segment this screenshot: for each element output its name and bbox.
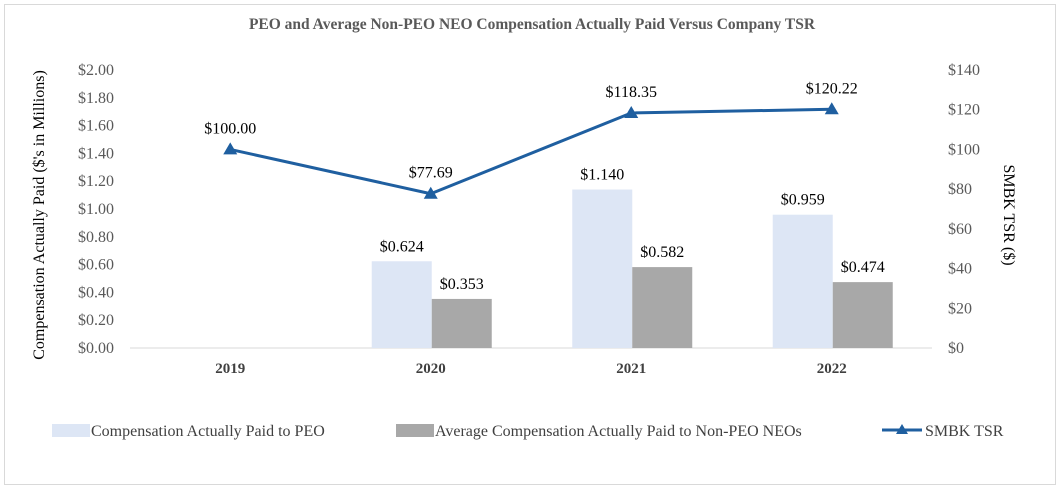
tsr-line (229, 107, 832, 196)
bar-neo (431, 298, 492, 348)
bar-neo (632, 267, 693, 348)
legend-swatch-neo (396, 424, 434, 437)
right-tick-label: $100 (948, 141, 980, 158)
right-tick-label: $0 (948, 340, 964, 357)
left-tick-label: $0.80 (78, 229, 114, 246)
bar-peo (572, 189, 633, 348)
left-tick-label: $0.00 (78, 340, 114, 357)
left-tick-label: $0.20 (78, 312, 114, 329)
tsr-label: $100.00 (204, 120, 256, 137)
tsr-label: $120.22 (806, 80, 858, 97)
legend-label-tsr: SMBK TSR (925, 423, 1004, 440)
bar-neo-label: $0.474 (841, 259, 885, 276)
category-label: 2022 (817, 361, 847, 377)
left-axis-ticks: $0.00 $0.20 $0.40 $0.60 $0.80 $1.00 $1.20 $1.40… (78, 62, 114, 357)
legend-item-neo: Average Compensation Actually Paid to No… (396, 423, 802, 440)
right-tick-label: $140 (948, 62, 980, 79)
legend-label-neo: Average Compensation Actually Paid to No… (435, 423, 802, 440)
category-axis: 2019 2020 2021 2022 (215, 361, 847, 377)
right-tick-label: $80 (948, 181, 972, 198)
right-tick-label: $60 (948, 221, 972, 238)
legend-label-peo: Compensation Actually Paid to PEO (91, 423, 325, 440)
bar-peo (371, 261, 432, 348)
left-tick-label: $1.40 (78, 145, 114, 162)
left-tick-label: $1.80 (78, 90, 114, 107)
right-axis-ticks: $0 $20 $40 $60 $80 $100 $120 $140 (948, 62, 980, 357)
left-tick-label: $0.60 (78, 257, 114, 274)
left-tick-label: $1.20 (78, 173, 114, 190)
left-tick-label: $1.00 (78, 201, 114, 218)
category-label: 2020 (416, 361, 446, 377)
right-axis-title: SMBK TSR ($) (1000, 164, 1017, 265)
plot-area: $0.624 $1.140 $0.959 $0.353 $0.582 $0.474 $100… (130, 80, 932, 349)
bar-peo-label: $0.959 (781, 192, 825, 209)
tsr-label: $118.35 (606, 84, 657, 101)
tsr-label: $77.69 (409, 165, 453, 182)
left-tick-label: $2.00 (78, 62, 114, 79)
right-tick-label: $20 (948, 300, 972, 317)
bar-peo-label: $1.140 (580, 167, 624, 184)
bar-neo-label: $0.353 (440, 276, 484, 293)
left-axis-title: Compensation Actually Paid ($'s in Milli… (31, 70, 48, 360)
category-label: 2019 (215, 361, 245, 377)
chart-title: PEO and Average Non-PEO NEO Compensation… (249, 16, 816, 33)
bar-peo (772, 214, 833, 348)
legend-item-tsr: SMBK TSR (882, 423, 1004, 440)
legend-swatch-peo (52, 424, 90, 437)
bar-peo-label: $0.624 (380, 238, 424, 255)
category-label: 2021 (616, 361, 646, 377)
right-tick-label: $120 (948, 102, 980, 119)
bar-neo (832, 282, 893, 348)
tsr-marker (423, 186, 438, 199)
left-tick-label: $0.40 (78, 284, 114, 301)
right-tick-label: $40 (948, 261, 972, 278)
legend-marker-tsr (896, 424, 908, 434)
tsr-marker (824, 102, 839, 115)
left-tick-label: $1.60 (78, 118, 114, 135)
chart-frame (4, 4, 1056, 485)
legend-item-peo: Compensation Actually Paid to PEO (52, 423, 325, 440)
legend: Compensation Actually Paid to PEO Averag… (52, 423, 1004, 440)
tsr-marker (223, 142, 238, 155)
bar-neo-label: $0.582 (640, 244, 684, 261)
tsr-marker (624, 105, 639, 118)
